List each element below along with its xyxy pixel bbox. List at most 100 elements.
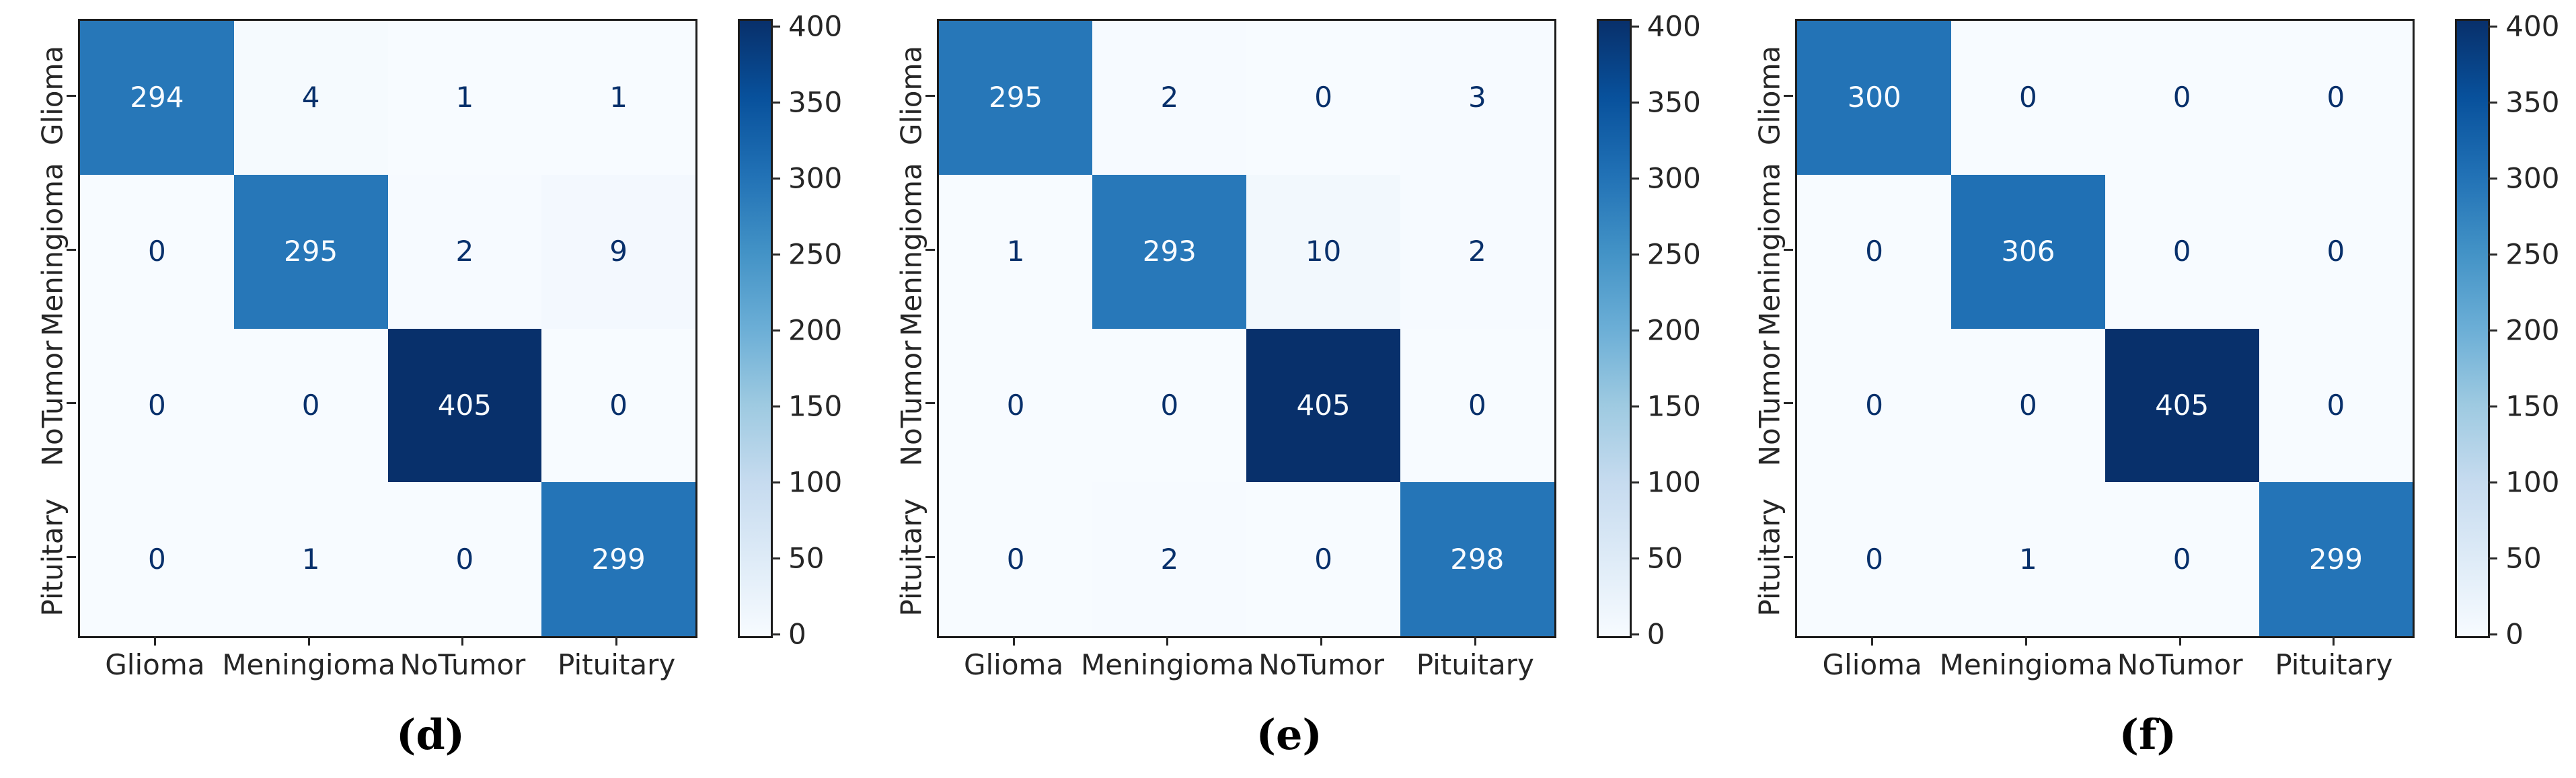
colorbar-tick xyxy=(1629,329,1639,332)
heatmap-cell-r1-c1: 306 xyxy=(1951,174,2105,329)
cell-value: 0 xyxy=(301,388,320,422)
x-axis-tick xyxy=(1474,636,1476,646)
cell-value: 0 xyxy=(2172,542,2191,576)
cell-value: 299 xyxy=(591,542,646,576)
heatmap-cell-r2-c3: 0 xyxy=(2259,328,2413,483)
y-axis-tick xyxy=(925,556,935,559)
x-axis-label-glioma: Glioma xyxy=(963,648,1064,681)
colorbar-tick xyxy=(771,329,780,332)
x-axis-label-meningioma: Meningioma xyxy=(1939,648,2113,681)
heatmap-cell-r0-c2: 0 xyxy=(1246,21,1400,175)
colorbar-tick-label: 150 xyxy=(1646,389,1701,423)
colorbar-tick-label: 0 xyxy=(1646,617,1665,651)
cell-value: 1 xyxy=(2019,542,2037,576)
colorbar-tick-label: 250 xyxy=(1646,237,1701,271)
y-axis-label-notumor: NoTumor xyxy=(1753,340,1786,467)
heatmap-cell-r2-c0: 0 xyxy=(80,328,234,483)
colorbar-tick xyxy=(771,405,780,407)
x-axis-label-notumor: NoTumor xyxy=(400,648,526,681)
colorbar-tick-label: 250 xyxy=(2505,237,2560,271)
y-axis-label-notumor: NoTumor xyxy=(895,340,928,467)
colorbar-tick xyxy=(771,177,780,180)
cell-value: 0 xyxy=(2019,388,2037,422)
cell-value: 0 xyxy=(2019,81,2037,114)
heatmap-cell-r2-c1: 0 xyxy=(233,328,388,483)
cell-value: 0 xyxy=(1314,542,1332,576)
heatmap-cell-r1-c0: 1 xyxy=(938,174,1093,329)
cell-value: 4 xyxy=(301,81,320,114)
cell-value: 9 xyxy=(609,235,628,268)
heatmap-cell-r3-c1: 1 xyxy=(1951,482,2105,636)
heatmap-cell-r1-c2: 2 xyxy=(387,174,542,329)
heatmap-cell-r1-c1: 295 xyxy=(233,174,388,329)
subfigure-caption: (f) xyxy=(2119,710,2176,759)
x-axis-tick xyxy=(1320,636,1323,646)
heatmap-cell-r0-c0: 300 xyxy=(1797,21,1952,175)
heatmap-cell-r1-c2: 0 xyxy=(2105,174,2259,329)
heatmap-cell-r0-c0: 294 xyxy=(80,21,234,175)
colorbar-tick xyxy=(2488,633,2498,635)
heatmap-cell-r0-c0: 295 xyxy=(938,21,1093,175)
heatmap-cell-r0-c1: 2 xyxy=(1092,21,1247,175)
colorbar-tick-label: 50 xyxy=(2505,541,2542,575)
heatmap-cell-r2-c2: 405 xyxy=(387,328,542,483)
x-axis-tick xyxy=(153,636,156,646)
heatmap-cell-r2-c2: 405 xyxy=(2105,328,2259,483)
confusion-matrix-panel-d: 294 4 1 1 0 295 2 9 0 0 405 0 0 1 0 299 Glioma Meningioma… xyxy=(0,0,859,778)
colorbar-tick xyxy=(771,101,780,104)
colorbar-tick xyxy=(2488,25,2498,28)
colorbar-tick xyxy=(1629,633,1639,635)
colorbar xyxy=(2455,19,2491,638)
heatmap-grid: 294 4 1 1 0 295 2 9 0 0 405 0 0 1 0 299 xyxy=(78,19,697,638)
heatmap-cell-r0-c2: 1 xyxy=(387,21,542,175)
x-axis-label-glioma: Glioma xyxy=(1822,648,1922,681)
colorbar-tick xyxy=(2488,329,2498,332)
x-axis-tick xyxy=(2333,636,2335,646)
y-axis-label-pituitary: Pituitary xyxy=(895,498,928,617)
colorbar-tick-label: 150 xyxy=(2505,389,2560,423)
cell-value: 299 xyxy=(2308,542,2363,576)
cell-value: 10 xyxy=(1305,235,1342,268)
colorbar-tick-label: 100 xyxy=(2505,465,2560,499)
colorbar-tick-label: 300 xyxy=(1646,161,1701,195)
colorbar-tick-label: 400 xyxy=(2505,9,2560,43)
cell-value: 0 xyxy=(2172,81,2191,114)
cell-value: 0 xyxy=(455,542,474,576)
cell-value: 0 xyxy=(148,235,166,268)
colorbar-tick-label: 350 xyxy=(2505,85,2560,119)
cell-value: 1 xyxy=(301,542,320,576)
colorbar-tick xyxy=(1629,177,1639,180)
y-axis-tick xyxy=(67,94,76,97)
cell-value: 0 xyxy=(1468,388,1486,422)
heatmap-cell-r0-c3: 3 xyxy=(1400,21,1554,175)
colorbar-tick xyxy=(2488,101,2498,104)
cell-value: 2 xyxy=(1160,542,1179,576)
x-axis-tick xyxy=(461,636,464,646)
cell-value: 2 xyxy=(1468,235,1486,268)
colorbar-tick xyxy=(2488,177,2498,180)
x-axis-tick xyxy=(615,636,618,646)
cell-value: 0 xyxy=(2326,81,2345,114)
colorbar-tick xyxy=(1629,557,1639,559)
colorbar-tick-label: 350 xyxy=(788,85,843,119)
heatmap-cell-r1-c0: 0 xyxy=(80,174,234,329)
y-axis-tick xyxy=(925,248,935,251)
cell-value: 3 xyxy=(1468,81,1486,114)
colorbar-tick-label: 150 xyxy=(788,389,843,423)
cell-value: 0 xyxy=(609,388,628,422)
heatmap-cell-r3-c0: 0 xyxy=(1797,482,1952,636)
y-axis-tick xyxy=(925,402,935,405)
x-axis-tick xyxy=(2024,636,2027,646)
colorbar-tick xyxy=(771,633,780,635)
colorbar xyxy=(738,19,773,638)
colorbar-tick xyxy=(2488,481,2498,483)
heatmap-cell-r0-c3: 1 xyxy=(541,21,695,175)
heatmap-cell-r0-c2: 0 xyxy=(2105,21,2259,175)
cell-value: 405 xyxy=(1296,388,1351,422)
cell-value: 0 xyxy=(1865,388,1884,422)
cell-value: 0 xyxy=(2326,388,2345,422)
colorbar-tick xyxy=(2488,253,2498,256)
y-axis-tick xyxy=(67,556,76,559)
y-axis-tick xyxy=(67,248,76,251)
